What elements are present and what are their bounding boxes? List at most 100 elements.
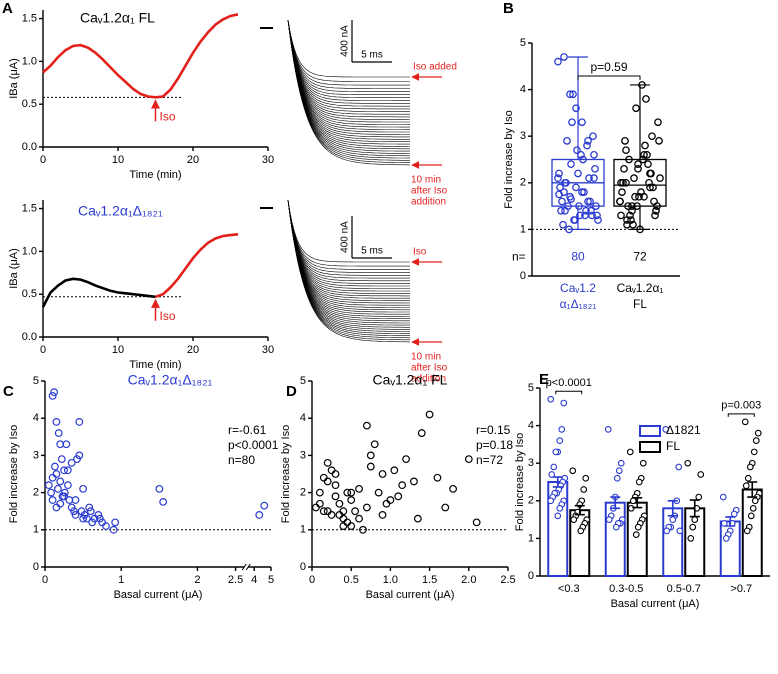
y-tick-label: 4 bbox=[33, 412, 39, 424]
data-point bbox=[640, 192, 648, 201]
data-point bbox=[413, 514, 422, 523]
data-point bbox=[574, 169, 582, 178]
current-trace bbox=[287, 19, 410, 118]
x-tick-label: 0 bbox=[40, 344, 46, 356]
data-point bbox=[687, 535, 695, 542]
y-axis-label: Fold increase by Iso bbox=[503, 110, 515, 208]
current-trace bbox=[287, 199, 410, 308]
data-point bbox=[641, 141, 649, 150]
bar bbox=[604, 501, 626, 577]
current-trace bbox=[287, 199, 410, 299]
data-point bbox=[636, 225, 644, 234]
data-point bbox=[560, 399, 568, 407]
data-point bbox=[741, 418, 749, 426]
panel-letter: E bbox=[539, 371, 549, 388]
current-trace bbox=[287, 19, 410, 120]
data-point bbox=[751, 497, 759, 505]
data-point bbox=[628, 206, 636, 215]
data-point bbox=[578, 118, 586, 127]
data-point bbox=[552, 448, 560, 456]
data-point bbox=[590, 150, 598, 159]
data-point bbox=[752, 437, 760, 444]
iso-label: Iso bbox=[160, 309, 176, 323]
error-bar bbox=[725, 516, 736, 527]
current-trace bbox=[287, 199, 410, 287]
p-value: p<0.0001 bbox=[546, 377, 592, 389]
current-trace bbox=[287, 19, 410, 98]
panel-letter: D bbox=[286, 383, 297, 400]
data-point bbox=[684, 459, 692, 467]
data-point bbox=[355, 484, 363, 493]
y-axis-label: Fold increase by Iso bbox=[8, 425, 20, 523]
data-point bbox=[56, 477, 65, 486]
current-trace bbox=[287, 19, 410, 138]
data-point bbox=[646, 183, 654, 192]
current-trace bbox=[287, 19, 410, 89]
data-point bbox=[645, 178, 653, 187]
data-point bbox=[378, 511, 387, 519]
current-trace bbox=[287, 19, 410, 142]
data-point bbox=[573, 146, 581, 155]
current-trace bbox=[287, 19, 410, 140]
current-trace bbox=[287, 19, 410, 107]
y-tick-label: 1.5 bbox=[22, 202, 37, 214]
data-point bbox=[370, 440, 379, 449]
data-point bbox=[613, 474, 621, 482]
statistic: p=0.18 bbox=[476, 438, 513, 452]
data-point bbox=[742, 482, 750, 490]
data-point bbox=[743, 527, 751, 535]
data-point bbox=[730, 510, 738, 518]
data-point bbox=[720, 520, 728, 527]
current-trace bbox=[287, 199, 410, 334]
data-point bbox=[633, 202, 641, 210]
current-trace bbox=[287, 19, 410, 125]
data-point bbox=[651, 211, 659, 220]
current-trace bbox=[287, 19, 410, 101]
trace-label: addition bbox=[411, 374, 446, 385]
data-point bbox=[366, 462, 375, 471]
current-trace bbox=[287, 19, 410, 163]
data-point bbox=[649, 183, 657, 192]
data-point bbox=[639, 155, 647, 164]
y-tick-label: 5 bbox=[520, 37, 526, 49]
current-trace bbox=[287, 199, 410, 301]
x-tick-label: 5 bbox=[268, 574, 274, 586]
data-point bbox=[554, 57, 562, 66]
data-point bbox=[572, 183, 580, 192]
chart-title: Caᵥ1.2α₁ FL bbox=[80, 10, 155, 26]
x-tick-label: 20 bbox=[187, 344, 199, 356]
current-trace bbox=[287, 199, 410, 306]
data-point bbox=[555, 190, 563, 199]
data-point bbox=[592, 202, 600, 210]
data-point bbox=[646, 169, 654, 178]
data-point bbox=[642, 95, 650, 103]
significance-bracket bbox=[577, 75, 641, 80]
data-point bbox=[639, 459, 647, 467]
current-trace bbox=[287, 19, 410, 130]
data-point bbox=[425, 410, 434, 419]
x-tick-label: 30 bbox=[262, 344, 274, 356]
data-point bbox=[719, 493, 727, 501]
current-trace bbox=[287, 19, 410, 128]
x-tick-label: 0 bbox=[42, 574, 48, 586]
category-label: Caᵥ1.2α₁ bbox=[617, 281, 664, 295]
data-point bbox=[689, 523, 697, 531]
current-trace bbox=[287, 19, 410, 135]
y-tick-label: 1.5 bbox=[22, 12, 37, 24]
data-point bbox=[663, 527, 671, 535]
y-tick-label: 0 bbox=[300, 561, 306, 573]
current-trace bbox=[287, 19, 410, 78]
significance-bracket bbox=[727, 413, 755, 417]
data-point bbox=[75, 418, 84, 426]
data-point bbox=[52, 418, 61, 426]
y-tick-label: 0.5 bbox=[22, 98, 37, 110]
legend-swatch bbox=[639, 425, 661, 437]
trace-label: Iso added bbox=[413, 62, 457, 73]
data-point bbox=[578, 188, 586, 196]
data-point bbox=[747, 512, 755, 520]
current-trace bbox=[287, 199, 410, 292]
current-trace bbox=[287, 199, 410, 328]
data-point bbox=[556, 504, 564, 512]
current-trace bbox=[287, 199, 410, 263]
data-point bbox=[85, 503, 94, 512]
